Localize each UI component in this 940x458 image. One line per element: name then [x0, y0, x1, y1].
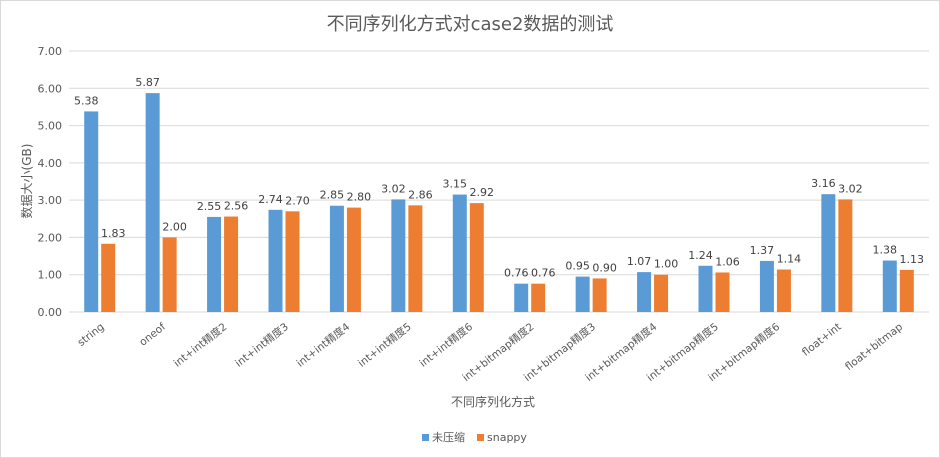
- y-tick-label: 3.00: [38, 194, 63, 207]
- data-label: 3.02: [838, 182, 863, 195]
- data-label: 2.86: [408, 188, 433, 201]
- y-axis-ticks: 0.00 1.00 2.00 3.00 4.00 5.00 6.00 7.00: [38, 45, 63, 319]
- bar-uncompressed: [329, 205, 344, 312]
- data-label: 1.83: [101, 227, 126, 240]
- data-label: 2.80: [347, 191, 372, 204]
- data-label: 2.00: [162, 220, 187, 233]
- y-tick-label: 5.00: [38, 120, 63, 133]
- y-axis-label: 数据大小(GB): [19, 144, 34, 219]
- data-label: 1.06: [715, 255, 740, 268]
- bar-snappy: [715, 272, 730, 312]
- x-tick-label: string: [75, 321, 106, 349]
- data-label: 2.85: [320, 189, 345, 202]
- bar-snappy: [346, 207, 361, 312]
- x-tick-label: float+int: [800, 321, 844, 359]
- y-tick-label: 7.00: [38, 45, 63, 58]
- x-tick-label: oneof: [137, 321, 168, 349]
- bar-uncompressed: [759, 260, 774, 312]
- y-tick-label: 2.00: [38, 231, 63, 244]
- data-label: 3.02: [381, 182, 406, 195]
- bar-uncompressed: [207, 216, 222, 312]
- data-label: 2.74: [258, 193, 283, 206]
- bar-uncompressed: [391, 199, 406, 312]
- x-tick-label: int+int精度4: [294, 320, 353, 370]
- data-label: 3.16: [811, 177, 836, 190]
- legend: 未压缩 snappy: [422, 431, 527, 444]
- bar-uncompressed: [452, 194, 467, 312]
- chart-title: 不同序列化方式对case2数据的测试: [327, 14, 614, 35]
- data-label: 2.92: [470, 186, 495, 199]
- bar-snappy: [408, 205, 423, 312]
- y-tick-label: 6.00: [38, 82, 63, 95]
- bars: [84, 93, 914, 312]
- bar-uncompressed: [698, 265, 713, 312]
- x-tick-label: int+int精度6: [417, 320, 476, 370]
- data-label: 3.15: [443, 178, 468, 191]
- bar-snappy: [162, 237, 177, 312]
- bar-snappy: [531, 283, 546, 312]
- gridlines: [69, 50, 929, 313]
- bar-uncompressed: [821, 194, 836, 312]
- bar-snappy: [285, 211, 300, 312]
- data-label: 1.24: [688, 249, 713, 262]
- data-label: 1.00: [654, 258, 679, 271]
- bar-uncompressed: [575, 276, 590, 312]
- legend-swatch: [477, 434, 484, 441]
- data-label: 0.76: [504, 267, 529, 280]
- y-tick-label: 1.00: [38, 269, 63, 282]
- data-label: 1.38: [873, 244, 898, 257]
- data-label: 0.76: [531, 267, 556, 280]
- bar-uncompressed: [882, 260, 897, 312]
- x-tick-label: int+int精度2: [171, 320, 229, 370]
- x-tick-label: int+int精度5: [355, 320, 413, 370]
- bar-uncompressed: [637, 272, 652, 312]
- bar-snappy: [776, 269, 791, 312]
- data-labels: 5.38 1.83 5.87 2.00 2.55 2.56 2.74 2.70 2.85 2.80…: [74, 76, 924, 280]
- bar-snappy: [838, 199, 853, 312]
- data-label: 2.55: [197, 200, 222, 213]
- x-tick-label: float+bitmap: [843, 321, 905, 373]
- legend-label: snappy: [487, 431, 527, 444]
- data-label: 0.90: [592, 261, 617, 274]
- data-label: 0.95: [565, 260, 590, 273]
- bar-uncompressed: [268, 209, 283, 312]
- data-label: 2.56: [224, 200, 249, 213]
- bar-snappy: [469, 203, 484, 312]
- x-tick-label: int+int精度3: [233, 320, 291, 370]
- bar-uncompressed: [84, 111, 99, 312]
- data-label: 1.14: [777, 252, 802, 265]
- data-label: 1.13: [900, 253, 925, 266]
- bar-snappy: [101, 243, 116, 312]
- data-label: 1.37: [750, 244, 775, 257]
- data-label: 5.87: [135, 76, 160, 89]
- bar-snappy: [592, 278, 607, 312]
- legend-label: 未压缩: [432, 431, 465, 444]
- bar-snappy: [224, 216, 239, 312]
- bar-uncompressed: [145, 93, 160, 312]
- y-tick-label: 4.00: [38, 157, 63, 170]
- bar-snappy: [899, 269, 914, 312]
- bar-uncompressed: [514, 283, 529, 312]
- data-label: 5.38: [74, 94, 99, 107]
- x-axis-label: 不同序列化方式: [451, 394, 535, 409]
- data-label: 1.07: [627, 255, 652, 268]
- y-tick-label: 0.00: [38, 306, 63, 319]
- bar-snappy: [654, 274, 669, 312]
- data-label: 2.70: [285, 194, 310, 207]
- legend-swatch: [422, 434, 429, 441]
- x-axis-categories: string oneof int+int精度2 int+int精度3 int+int精度…: [75, 320, 905, 384]
